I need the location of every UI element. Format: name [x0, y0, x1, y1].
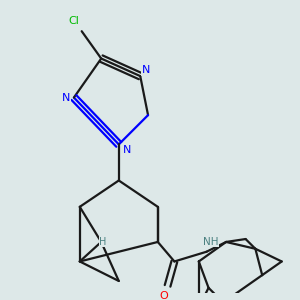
Text: N: N — [142, 65, 150, 75]
Text: H: H — [100, 237, 107, 247]
Text: Cl: Cl — [68, 16, 79, 26]
Text: NH: NH — [203, 237, 218, 247]
Text: N: N — [122, 145, 131, 155]
Text: N: N — [62, 93, 70, 103]
Text: O: O — [159, 291, 168, 300]
